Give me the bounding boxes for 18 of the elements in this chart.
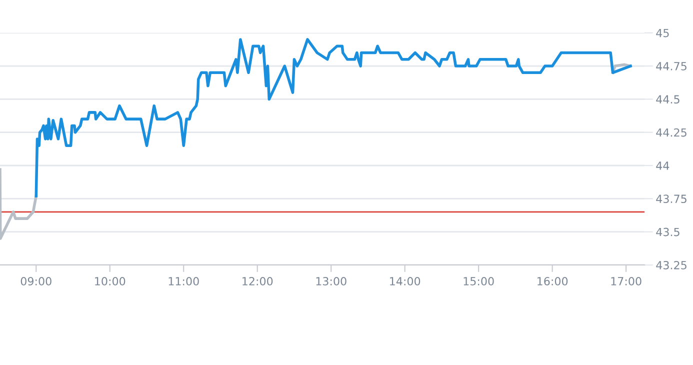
y-tick-label: 44.75 <box>656 62 686 70</box>
x-tick-label: 12:00 <box>242 276 273 286</box>
y-tick-label: 43.75 <box>656 194 686 204</box>
x-tick-label: 13:00 <box>316 276 346 286</box>
line-series <box>34 38 632 198</box>
x-tick-label: 11:00 <box>168 276 199 286</box>
x-tick-label: 09:00 <box>20 276 52 286</box>
x-tick-label: 16:00 <box>538 276 568 286</box>
y-tick-label: 45 <box>656 28 669 38</box>
x-tick-label: 10:00 <box>95 276 126 286</box>
y-tick-label: 44 <box>656 162 670 170</box>
y-tick-label: 44.25 <box>656 128 686 137</box>
y-tick-label: 43.5 <box>656 228 680 236</box>
x-tick-label: 15:00 <box>464 276 494 286</box>
x-tick-label: 17:00 <box>611 276 642 286</box>
x-tick-label: 14:00 <box>390 276 420 286</box>
y-tick-label: 44.5 <box>656 95 680 104</box>
y-tick-label: 43.25 <box>656 260 686 270</box>
